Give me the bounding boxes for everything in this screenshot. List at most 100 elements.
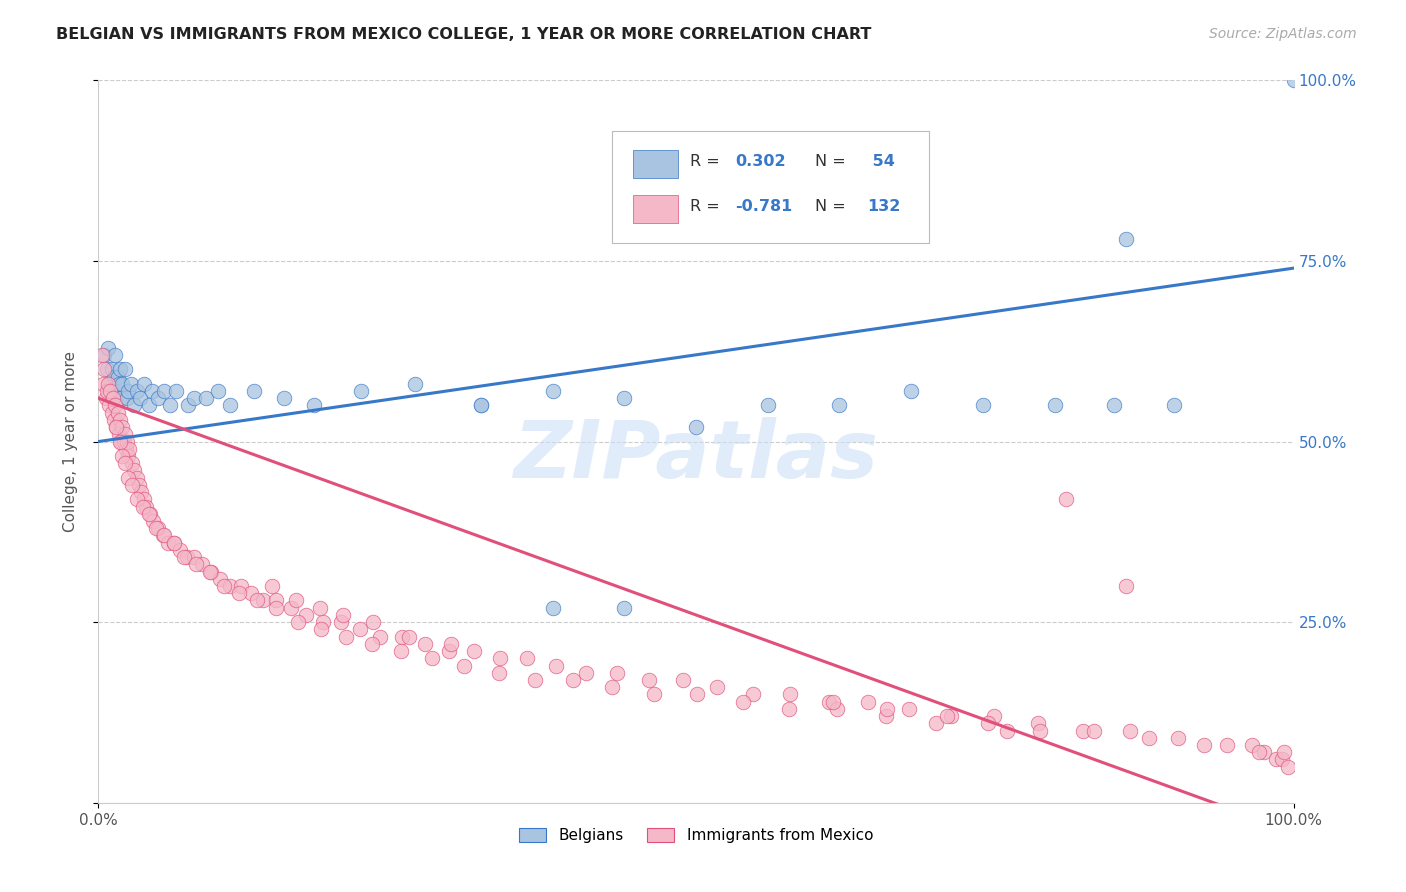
Point [131,485,153,500]
Point [541,600,564,615]
Point [613,391,636,405]
Point [1282,73,1305,87]
Point [370,630,392,644]
Point [114,456,136,470]
Point [420,651,443,665]
Point [132,376,155,391]
Text: N =: N = [815,154,852,169]
Point [756,398,779,412]
Point [107,427,129,442]
Point [212,579,235,593]
Point [124,398,146,412]
Point [706,680,728,694]
Point [295,607,318,622]
Point [121,478,143,492]
Point [1104,398,1126,412]
Point [191,558,214,572]
Text: 132: 132 [868,199,900,214]
Point [173,550,195,565]
Point [925,716,948,731]
Point [135,500,157,514]
Point [541,384,564,398]
Point [132,492,155,507]
FancyBboxPatch shape [633,151,678,178]
Point [138,398,160,412]
Point [1043,398,1066,412]
Point [1137,731,1160,745]
Point [1240,738,1263,752]
Point [1277,760,1299,774]
Point [165,384,187,398]
Point [489,651,512,665]
Point [302,398,325,412]
Point [266,593,288,607]
Point [284,593,307,607]
Point [96,362,118,376]
Point [1253,745,1275,759]
FancyBboxPatch shape [633,195,678,223]
Point [128,478,150,492]
Text: R =: R = [690,154,725,169]
Point [142,514,165,528]
Point [779,687,801,701]
Text: Source: ZipAtlas.com: Source: ZipAtlas.com [1209,27,1357,41]
Point [875,709,897,723]
Point [186,558,208,572]
Point [104,398,127,412]
Point [219,398,242,412]
Point [200,565,222,579]
Point [145,521,167,535]
Point [561,673,583,687]
Point [260,579,283,593]
Text: ZIPatlas: ZIPatlas [513,417,879,495]
Point [93,348,115,362]
Point [97,376,120,391]
Point [575,665,598,680]
Point [176,550,198,565]
Point [437,644,460,658]
Point [98,376,122,391]
Point [900,384,922,398]
Point [516,651,538,665]
Point [108,413,131,427]
Point [97,341,120,355]
Point [163,535,186,549]
Point [159,398,181,412]
Point [856,695,879,709]
Point [453,658,475,673]
Point [1271,752,1294,766]
Point [1264,752,1286,766]
Point [114,362,136,376]
Point [1071,723,1094,738]
Point [613,600,636,615]
Point [823,695,845,709]
Point [413,637,436,651]
Point [156,535,179,549]
Text: -0.781: -0.781 [735,199,793,214]
Point [111,420,134,434]
Point [246,593,269,607]
Point [118,442,141,456]
Point [1163,398,1185,412]
Point [207,384,229,398]
Point [100,362,122,376]
Point [1115,579,1137,593]
Point [309,623,332,637]
Point [312,615,335,630]
Point [638,673,661,687]
Point [361,637,384,651]
Point [148,521,170,535]
Point [731,695,754,709]
Point [108,434,131,449]
Point [115,391,138,405]
Point [1272,745,1295,759]
Point [101,384,124,398]
Point [240,586,263,600]
Point [183,391,205,405]
Point [198,565,221,579]
Point [100,406,122,420]
Point [131,500,153,514]
Legend: Belgians, Immigrants from Mexico: Belgians, Immigrants from Mexico [513,822,879,849]
Point [209,572,232,586]
Point [148,391,170,405]
